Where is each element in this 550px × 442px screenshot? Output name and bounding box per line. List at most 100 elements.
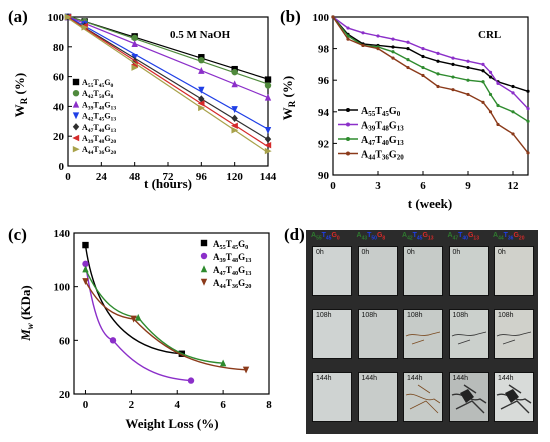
data-point: [82, 278, 89, 285]
legend-marker: [72, 90, 80, 97]
data-point: [198, 66, 205, 74]
legend-label: A55T45G0: [82, 78, 114, 89]
data-point: [466, 59, 470, 63]
data-point: [391, 45, 395, 49]
legend-marker: [72, 146, 80, 153]
x-tick-label: 12: [508, 180, 520, 192]
legend-marker: [72, 78, 80, 86]
data-point: [231, 80, 238, 88]
data-point: [451, 62, 455, 66]
crack-marks: [451, 384, 486, 414]
legend-label: A44T36G20: [213, 278, 251, 290]
data-point: [376, 34, 380, 38]
legend-marker: [72, 134, 80, 142]
data-point: [391, 56, 395, 60]
photo-time-label: 144h: [407, 375, 423, 382]
data-point: [511, 91, 515, 95]
data-point: [82, 241, 89, 249]
data-point: [264, 135, 272, 143]
data-point: [376, 47, 380, 51]
data-point: [264, 76, 272, 83]
photo-column-header: A43T50G8: [356, 232, 386, 242]
y-tick-label: 100: [54, 282, 71, 294]
data-point: [496, 103, 500, 108]
data-point: [109, 337, 117, 344]
x-tick-label: 2: [129, 399, 135, 411]
x-tick-label: 9: [465, 180, 471, 192]
sample-photo: 0h: [403, 246, 443, 296]
data-point: [264, 147, 272, 155]
data-point: [331, 15, 335, 19]
data-point: [466, 65, 470, 70]
sample-photo: 108h: [312, 309, 352, 359]
panel-a-label: (a): [8, 7, 28, 26]
legend-marker: [200, 239, 208, 247]
sample-photo: 0h: [494, 246, 534, 296]
crack-marks: [451, 331, 486, 345]
data-point: [82, 265, 89, 273]
fit-line: [67, 15, 269, 85]
data-point: [135, 313, 142, 321]
legend-marker: [72, 100, 80, 108]
panel-a-condition: 0.5 M NaOH: [170, 29, 231, 41]
data-point: [82, 260, 89, 268]
panel-c-xlabel: Weight Loss (%): [125, 416, 218, 431]
data-point: [436, 72, 440, 76]
x-tick-label: 4: [174, 399, 180, 411]
sample-photo: 108h: [448, 309, 489, 359]
y-tick-label: 96: [318, 75, 330, 87]
photo-time-label: 0h: [316, 249, 324, 256]
data-point: [406, 58, 410, 62]
legend-marker: [346, 137, 350, 141]
legend-marker: [200, 265, 208, 273]
data-point: [488, 110, 493, 114]
crack-marks: [496, 331, 532, 345]
panel-b: (b) CRL t (week) WR (%) 0 3 6 9 12 90 92 94 96 98…: [280, 7, 530, 211]
legend-marker: [72, 123, 80, 131]
legend-label: A55T45G0: [213, 239, 248, 251]
data-point: [346, 26, 350, 30]
data-point: [466, 92, 470, 97]
data-point: [130, 61, 138, 68]
data-point: [391, 50, 395, 54]
data-point: [264, 93, 272, 101]
panel-c-ylabel: Mw (KDa): [18, 285, 35, 342]
data-point: [231, 114, 238, 123]
photo-time-label: 144h: [361, 375, 378, 382]
sample-photo: 108h: [494, 309, 534, 359]
y-tick-label: 80: [53, 42, 65, 54]
data-point: [526, 89, 530, 93]
photo-time-label: 0h: [407, 249, 415, 256]
legend-label: A39T48G13: [361, 121, 404, 133]
data-point: [264, 127, 272, 134]
legend-marker: [72, 112, 80, 120]
x-tick-label: 48: [129, 171, 141, 183]
data-point: [526, 151, 530, 155]
panel-b-frame: [332, 16, 529, 176]
series-curve: [84, 244, 182, 355]
data-point: [406, 40, 410, 44]
y-tick-label: 90: [318, 170, 330, 182]
y-tick-label: 140: [54, 228, 71, 240]
data-point: [198, 104, 206, 112]
panel-b-xlabel: t (week): [408, 196, 452, 211]
photo-column-header: A44T36G20: [493, 232, 525, 242]
legend-label: A44T36G20: [361, 150, 404, 162]
data-point: [361, 43, 365, 48]
crack-marks: [405, 384, 441, 414]
data-point: [131, 54, 138, 61]
legend-marker: [200, 252, 208, 260]
y-tick-label: 20: [53, 131, 65, 143]
photo-time-label: 144h: [316, 375, 332, 382]
data-point: [511, 84, 515, 89]
legend-marker: [346, 122, 350, 127]
data-point: [421, 73, 425, 78]
data-point: [131, 64, 139, 71]
photo-time-label: 108h: [361, 312, 378, 319]
panel-b-condition: CRL: [478, 29, 501, 41]
data-point: [198, 86, 205, 94]
data-point: [451, 56, 455, 60]
data-point: [230, 122, 238, 129]
data-point: [264, 82, 272, 89]
